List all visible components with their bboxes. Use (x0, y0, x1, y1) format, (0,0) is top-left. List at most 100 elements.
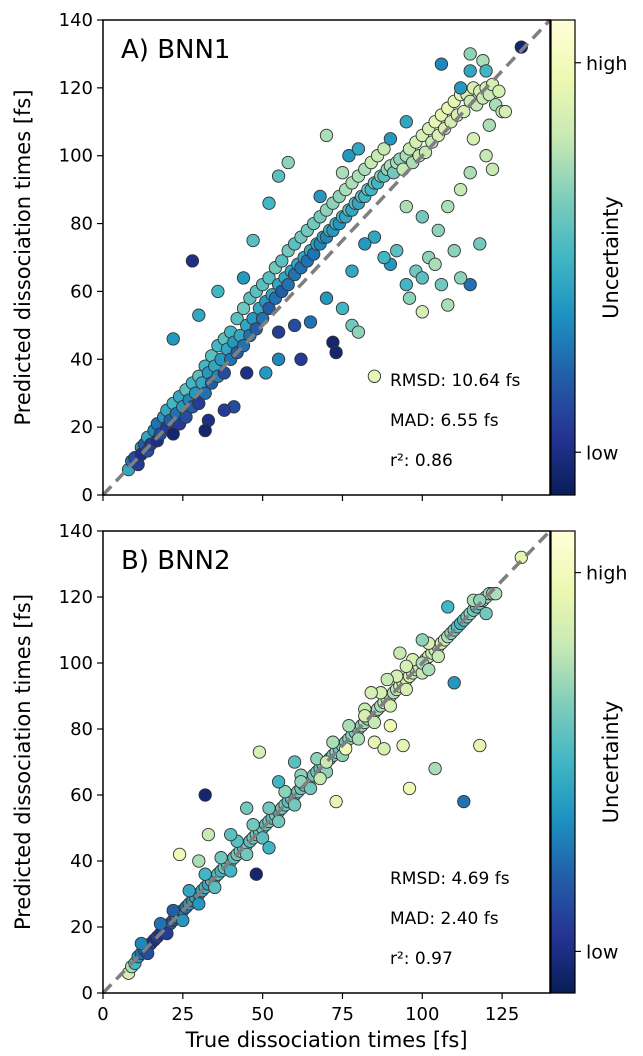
panel-b-data-point (201, 827, 216, 842)
panel-a-data-point (271, 325, 286, 339)
panel-a-data-point (390, 244, 404, 258)
panel-b-data-point (198, 867, 212, 881)
panel-b-colorbar-high-label: high (586, 563, 627, 585)
panel-a-data-point (262, 301, 276, 316)
panel-a-data-point (514, 40, 528, 54)
panel-a-data-point (431, 223, 445, 238)
panel-a-data-point (453, 271, 468, 285)
panel-a-data-point (377, 250, 391, 265)
panel-a-colorbar-label: Uncertainty (599, 196, 623, 319)
panel-a-y-tick-label: 60 (70, 281, 93, 302)
panel-a-data-point (240, 366, 254, 380)
panel-a-y-ticks: 0 20 40 60 80 100 120 140 (59, 10, 103, 506)
panel-b-x-tick-label: 0 (97, 1004, 108, 1025)
panel-a-data-point (463, 277, 477, 292)
panel-a-data-point (192, 308, 206, 322)
panel-a-stat-mad: MAD: 6.55 fs (390, 411, 499, 431)
panel-b-data-point (246, 818, 260, 832)
panel-b-y-tick-label: 120 (59, 587, 93, 608)
panel-a-data-point (367, 230, 382, 244)
panel-a-y-tick-label: 100 (59, 146, 93, 167)
panel-b-data-point (249, 867, 263, 881)
panel-b-data-point (342, 719, 356, 733)
panel-a-data-point (281, 155, 295, 170)
panel-b-y-tick-label: 20 (70, 917, 93, 938)
panel-a-data-point (345, 264, 359, 278)
panel-b-data-point (326, 735, 340, 749)
panel-a-y-tick-label: 140 (59, 10, 93, 31)
panel-b-data-point (208, 880, 222, 895)
panel-b-data-point (262, 801, 276, 815)
panel-a-data-point (271, 169, 286, 183)
panel-a-data-point (236, 271, 251, 285)
panel-a-data-point (492, 84, 506, 98)
panel-a-data-point (303, 315, 318, 329)
panel-a-data-point (434, 277, 449, 292)
panel-b-data-point (255, 831, 270, 845)
panel-b-data-point (271, 775, 286, 789)
panel-b-data-point (393, 646, 407, 660)
panel-a-x-ticks (102, 495, 503, 501)
panel-b-colorbar-low-label: low (586, 941, 618, 963)
panel-b-data-point (166, 903, 180, 918)
panel-b-data-point (271, 814, 286, 829)
panel-a-data-point (358, 237, 372, 251)
panel-b-y-tick-label: 100 (59, 653, 93, 674)
panel-b-x-tick-label: 50 (251, 1004, 274, 1025)
panel-a-data-point (179, 410, 193, 424)
panel-a-data-point (453, 182, 468, 197)
panel-b-data-point (415, 633, 429, 647)
panel-b-data-point (224, 827, 238, 842)
panel-a-data-point (329, 345, 343, 360)
panel-a-points (121, 40, 528, 477)
panel-b-stat-rmsd: RMSD: 4.69 fs (390, 869, 510, 889)
panel-a-data-point (485, 162, 500, 176)
panel-b-y-tick-label: 80 (70, 719, 93, 740)
panel-a-data-point (441, 298, 455, 312)
panel-a-data-point (399, 115, 413, 129)
panel-b-diagonal-line (101, 529, 552, 995)
panel-b-y-tick-label: 60 (70, 785, 93, 806)
panel-b-data-point (262, 841, 276, 855)
panel-a-data-point (246, 233, 260, 248)
panel-b-y-axis-label: Predicted dissociation times [fs] (11, 594, 35, 930)
panel-b-x-tick-label: 75 (331, 1004, 354, 1025)
panel-a-data-point (335, 301, 350, 316)
panel-a-title: A) BNN1 (121, 35, 230, 65)
panel-a-data-point (479, 149, 493, 163)
panel-a-colorbar-low-label: low (586, 442, 618, 464)
panel-b-data-point (182, 884, 196, 898)
panel-b-data-point (514, 550, 528, 565)
panel-a-data-point (236, 301, 251, 316)
panel-a-data-point (342, 149, 356, 163)
panel-a-data-point (498, 104, 512, 119)
panel-b-title: B) BNN2 (121, 546, 231, 576)
panel-b-data-point (364, 686, 378, 700)
panel-b-data-point (351, 732, 366, 746)
panel-b-y-ticks: 0 20 40 60 80 100 120 140 (59, 521, 103, 1004)
panel-b-data-point (240, 847, 254, 862)
panel-a-diagonal-line (101, 18, 552, 497)
x-axis-label: True dissociation times [fs] (184, 1028, 467, 1052)
panel-b-data-point (402, 781, 417, 796)
panel-a-data-point (294, 352, 308, 366)
panel-a-data-point (383, 132, 398, 146)
panel-b-y-tick-label: 40 (70, 851, 93, 872)
panel-b-colorbar (550, 530, 576, 994)
panel-a-data-point (351, 325, 366, 339)
panel-b-data-point (134, 936, 148, 951)
panel-a-data-point (453, 81, 468, 95)
panel-b-y-tick-label: 0 (82, 983, 93, 1004)
panel-b-data-point (172, 847, 187, 862)
panel-a-data-point (319, 128, 334, 143)
panel-b-data-point (313, 771, 327, 786)
panel-b-data-point (479, 606, 493, 621)
panel-a-bnn1: 0 20 40 60 80 100 120 140 A) BNN1 RMSD: 10.64 f… (11, 10, 627, 506)
panel-b-data-point (441, 600, 455, 614)
panel-a-data-point (441, 199, 455, 214)
panel-b-bnn2: 0 25 50 75 100 125 0 20 40 60 80 100 120 140 B) BNN2… (11, 521, 627, 1052)
panel-a-data-point (482, 118, 496, 132)
panel-a-y-tick-label: 20 (70, 417, 93, 438)
panel-b-data-point (153, 917, 168, 931)
panel-b-x-tick-label: 25 (171, 1004, 194, 1025)
